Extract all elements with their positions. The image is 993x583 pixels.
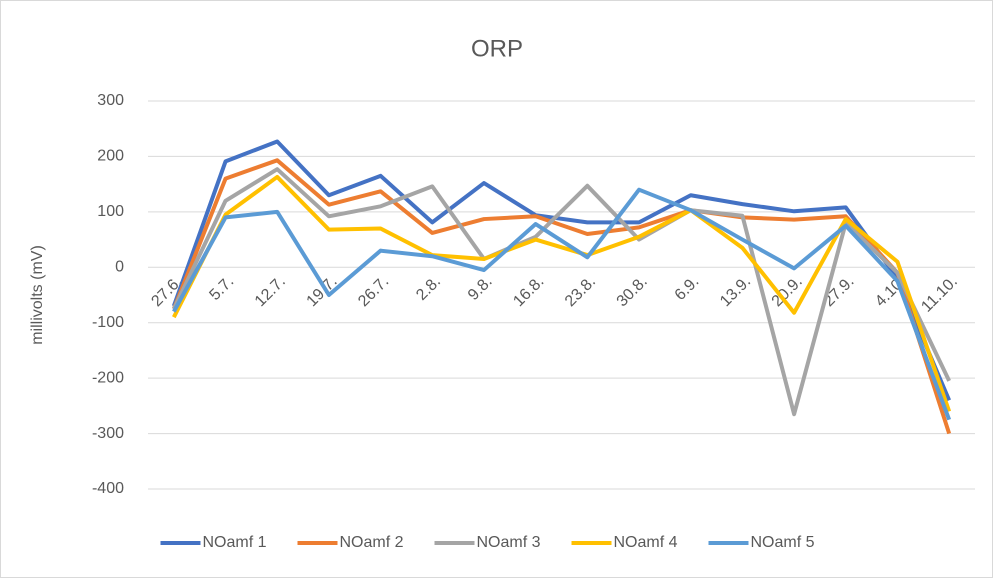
y-tick-label: 300 <box>97 92 124 109</box>
legend-label: NOamf 5 <box>751 534 815 551</box>
chart-title: ORP <box>471 35 523 62</box>
legend-label: NOamf 4 <box>614 534 678 551</box>
legend-label: NOamf 1 <box>203 534 267 551</box>
line <box>171 158 952 435</box>
legend-label: NOamf 2 <box>340 534 404 551</box>
y-axis-label: millivolts (mV) <box>29 245 46 345</box>
line <box>171 139 951 402</box>
y-tick-label: 100 <box>97 203 124 220</box>
y-tick-label: 0 <box>115 259 124 276</box>
y-tick-label: -300 <box>92 425 124 442</box>
y-tick-label: -100 <box>92 314 124 331</box>
line <box>172 187 952 421</box>
y-tick-label: -400 <box>92 480 124 497</box>
legend-label: NOamf 3 <box>477 534 541 551</box>
line <box>172 167 951 417</box>
y-tick-label: 200 <box>97 148 124 165</box>
line <box>172 174 952 413</box>
y-tick-label: -200 <box>92 369 124 386</box>
